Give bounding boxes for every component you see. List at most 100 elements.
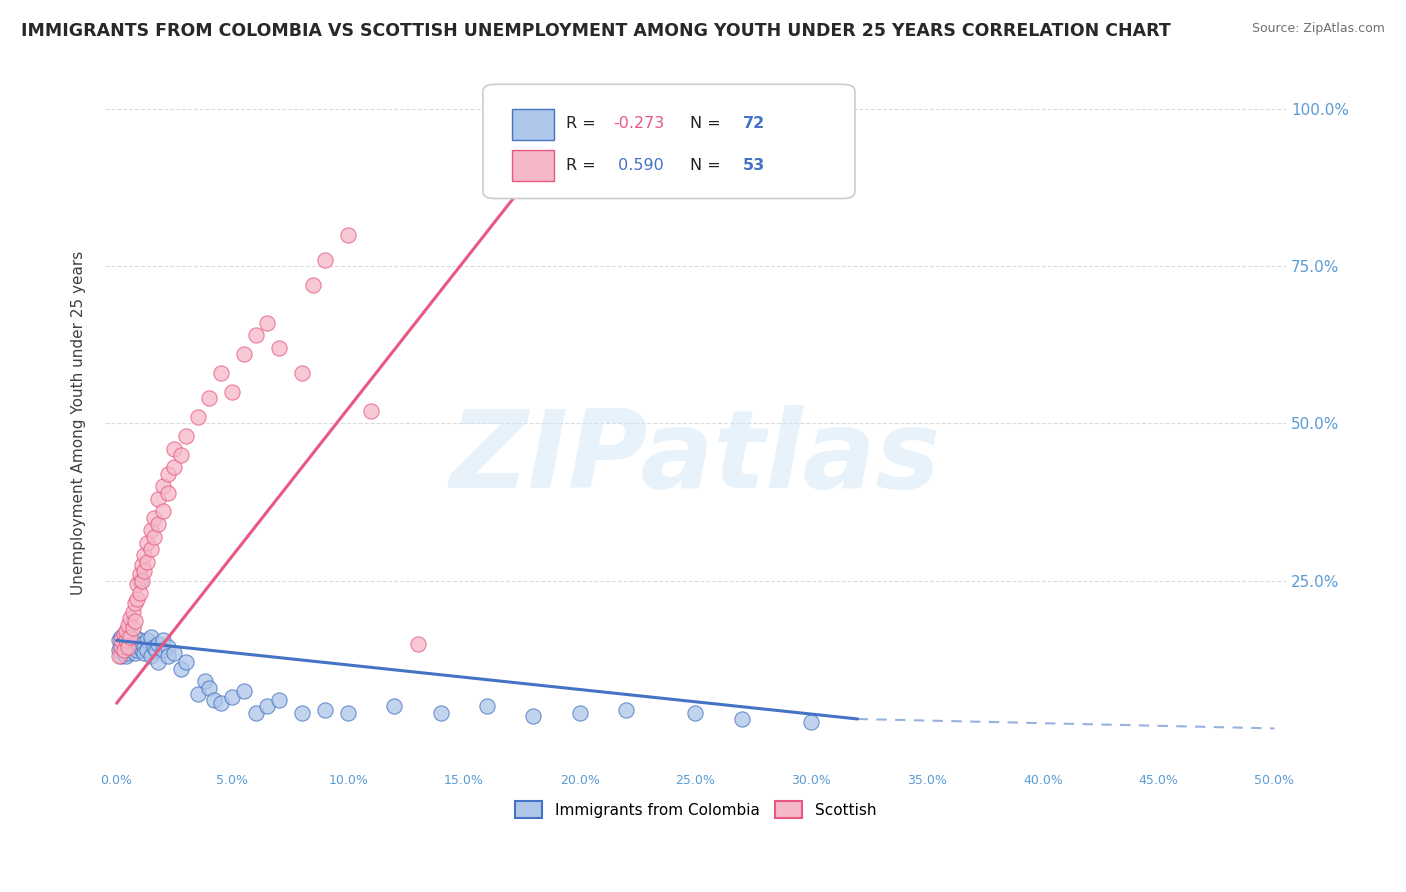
Point [614,702,637,716]
Point [112,636,135,650]
Point [124,615,146,629]
Point [187,687,209,701]
Point [112,646,135,660]
Legend: Immigrants from Colombia, Scottish: Immigrants from Colombia, Scottish [509,795,882,824]
Point [108,642,131,657]
Point [148,656,170,670]
Point [108,649,131,664]
Point [131,636,153,650]
Point [110,640,132,654]
Point [117,640,139,654]
Point [198,681,221,695]
Point [314,702,336,716]
Point [232,347,254,361]
Point [127,642,149,657]
Point [120,640,142,654]
Point [117,642,139,657]
Point [121,621,143,635]
Point [135,555,157,569]
Point [141,630,163,644]
Point [120,630,142,644]
FancyBboxPatch shape [512,109,554,140]
Point [127,576,149,591]
Point [245,706,267,720]
Point [121,633,143,648]
Point [117,640,139,654]
Point [731,712,754,726]
Point [112,633,135,648]
Point [114,640,136,654]
Point [141,542,163,557]
Point [124,630,146,644]
Point [134,646,156,660]
Point [110,649,132,664]
Point [128,640,150,654]
Text: R =: R = [565,116,595,131]
Point [121,642,143,657]
FancyBboxPatch shape [512,150,554,181]
Point [142,510,165,524]
Point [152,633,174,648]
Point [131,642,153,657]
Point [256,699,278,714]
Point [163,442,186,456]
Point [209,366,232,380]
Point [148,636,170,650]
Point [406,636,429,650]
Text: IMMIGRANTS FROM COLOMBIA VS SCOTTISH UNEMPLOYMENT AMONG YOUTH UNDER 25 YEARS COR: IMMIGRANTS FROM COLOMBIA VS SCOTTISH UNE… [21,22,1171,40]
Point [135,536,157,550]
Point [193,674,215,689]
Point [156,640,179,654]
Point [120,611,142,625]
Point [475,699,498,714]
Point [134,640,156,654]
Point [131,558,153,572]
Point [114,633,136,648]
Point [156,467,179,481]
Point [121,636,143,650]
Text: ZIPatlas: ZIPatlas [450,405,941,511]
Point [148,491,170,506]
Point [156,485,179,500]
Text: N =: N = [689,116,720,131]
Point [128,586,150,600]
Point [163,646,186,660]
FancyBboxPatch shape [482,85,855,199]
Point [127,636,149,650]
Point [128,633,150,648]
Point [145,642,167,657]
Point [170,662,193,676]
Point [120,630,142,644]
Point [141,649,163,664]
Point [267,341,290,355]
Point [429,706,451,720]
Point [152,642,174,657]
Point [174,656,197,670]
Point [134,564,156,578]
Point [114,633,136,648]
Point [112,642,135,657]
Point [187,410,209,425]
Point [337,227,360,242]
Point [120,633,142,648]
Text: 72: 72 [742,116,765,131]
Point [124,640,146,654]
Point [800,715,823,730]
Point [135,633,157,648]
Point [314,252,336,267]
Point [110,630,132,644]
Point [202,693,225,707]
Point [141,524,163,538]
Point [124,646,146,660]
Point [124,596,146,610]
Point [114,630,136,644]
Point [110,640,132,654]
Point [384,699,406,714]
Point [232,683,254,698]
Point [127,592,149,607]
Point [128,567,150,582]
Point [152,479,174,493]
Point [135,642,157,657]
Point [142,530,165,544]
Point [291,706,314,720]
